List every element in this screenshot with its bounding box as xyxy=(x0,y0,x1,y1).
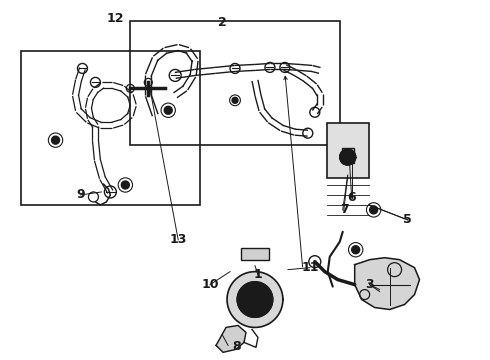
Polygon shape xyxy=(216,325,246,352)
Circle shape xyxy=(369,206,378,214)
Circle shape xyxy=(352,246,360,254)
Circle shape xyxy=(251,296,259,303)
Bar xyxy=(241,248,269,260)
Text: 12: 12 xyxy=(107,12,124,25)
Text: 1: 1 xyxy=(254,268,262,281)
Text: 6: 6 xyxy=(347,192,356,204)
Circle shape xyxy=(51,136,59,144)
Bar xyxy=(130,21,340,145)
Circle shape xyxy=(246,291,264,309)
Circle shape xyxy=(122,181,129,189)
Circle shape xyxy=(232,97,238,103)
Circle shape xyxy=(237,282,273,318)
Circle shape xyxy=(164,106,172,114)
Polygon shape xyxy=(227,272,283,328)
Bar xyxy=(21,50,200,205)
Bar xyxy=(342,148,354,163)
Text: 9: 9 xyxy=(76,188,85,202)
Circle shape xyxy=(340,149,356,165)
Text: 10: 10 xyxy=(201,278,219,291)
Text: 7: 7 xyxy=(341,203,349,216)
Text: 5: 5 xyxy=(403,213,412,226)
Text: 4: 4 xyxy=(245,283,254,296)
Text: 2: 2 xyxy=(218,16,226,29)
Text: 8: 8 xyxy=(233,340,242,353)
Text: 3: 3 xyxy=(366,278,374,291)
FancyBboxPatch shape xyxy=(327,123,368,178)
Polygon shape xyxy=(355,258,419,310)
Text: 11: 11 xyxy=(301,261,318,274)
Text: 13: 13 xyxy=(170,233,187,246)
